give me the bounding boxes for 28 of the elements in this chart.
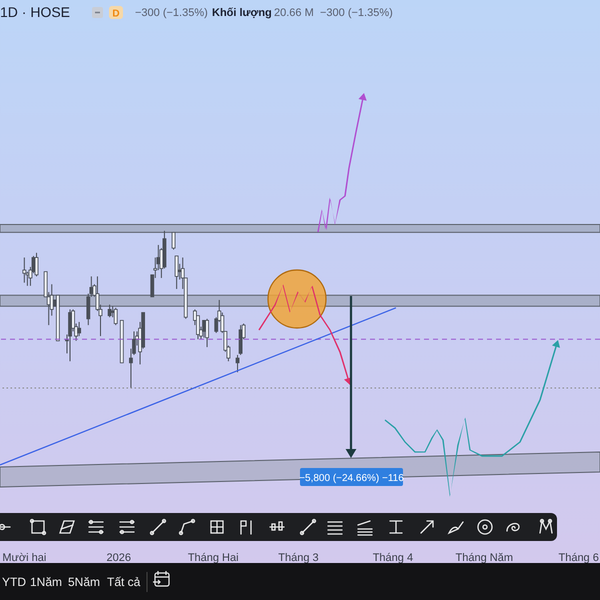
text: Tất cả — [107, 575, 141, 589]
x-tick-label: Mười hai — [2, 552, 46, 564]
candlestick — [172, 232, 176, 250]
candlestick — [174, 255, 179, 290]
text: −300 (−1.35%) — [135, 7, 208, 19]
candlestick — [108, 304, 112, 318]
x-tick-label: Tháng 6 — [558, 552, 599, 564]
candlestick — [22, 257, 26, 284]
text: 5Năm — [68, 575, 100, 589]
text: 1Năm — [30, 575, 62, 589]
x-tick-label: Tháng 3 — [278, 552, 319, 564]
candlestick — [205, 318, 209, 348]
x-tick-label: Tháng 4 — [372, 552, 414, 564]
x-tick-label: 2026 — [106, 552, 132, 564]
x-tick-label: Tháng Năm — [456, 552, 514, 564]
text: YTD — [2, 575, 26, 589]
text: −300 (−1.35%) — [320, 7, 393, 19]
x-tick-label: Tháng Hai — [188, 552, 239, 564]
text: D — [112, 8, 120, 20]
candlestick — [114, 307, 118, 326]
chart-title: 1D · HOSE — [0, 4, 70, 20]
candlestick — [238, 324, 242, 356]
candlestick — [77, 321, 82, 337]
candlestick — [34, 252, 38, 277]
text: Khối lượng — [212, 7, 272, 19]
candlestick — [236, 354, 240, 373]
text: −5,800 (−24.66%) −116 — [299, 473, 404, 484]
text: 20.66 M — [274, 7, 314, 19]
